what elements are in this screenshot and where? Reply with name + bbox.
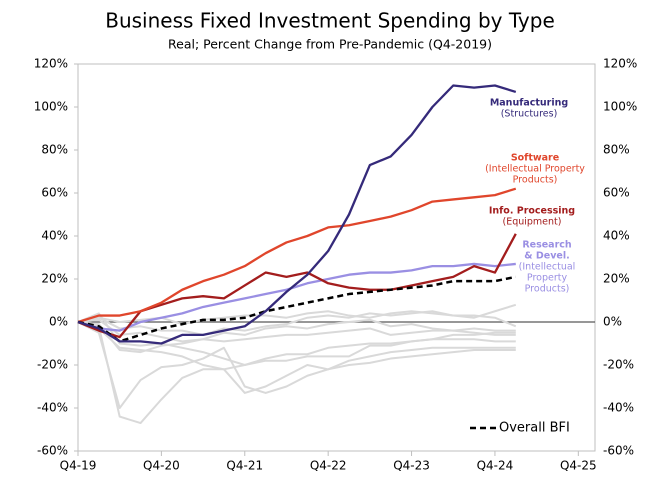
y-tick-label: 80% — [41, 143, 68, 157]
y-tick-label: -20% — [37, 358, 68, 372]
series-label: & Devel. — [524, 251, 569, 262]
series-sublabel: (Structures) — [501, 109, 558, 120]
series-line — [77, 303, 517, 336]
x-tick-label: Q4-25 — [560, 459, 597, 473]
chart-title: Business Fixed Investment Spending by Ty… — [105, 9, 555, 33]
series-line — [77, 84, 517, 345]
y2-tick-label: 60% — [603, 186, 630, 200]
y-tick-label: -40% — [37, 401, 68, 415]
series-line — [77, 318, 516, 343]
x-tick-label: Q4-19 — [60, 459, 97, 473]
x-tick-label: Q4-20 — [143, 459, 180, 473]
y2-tick-label: 40% — [603, 229, 630, 243]
y-tick-label: 40% — [41, 229, 68, 243]
series-line — [77, 321, 516, 354]
x-tick-label: Q4-23 — [393, 459, 430, 473]
series-line — [77, 321, 516, 425]
series-sublabel: (Intellectual — [519, 262, 576, 273]
y2-tick-label: 0% — [603, 315, 622, 329]
plot-frame — [77, 63, 596, 452]
series-sublabel: Property — [527, 273, 568, 284]
y-tick-label: -60% — [37, 444, 68, 458]
series-label: Info. Processing — [489, 206, 575, 217]
series-line — [77, 187, 517, 324]
legend-label: Overall BFI — [499, 421, 570, 436]
series-line — [77, 321, 516, 409]
series-line — [77, 310, 517, 328]
y2-tick-label: -40% — [603, 401, 634, 415]
y-tick-label: 0% — [49, 315, 68, 329]
series-line — [77, 312, 516, 366]
series-sublabel: Products) — [525, 284, 570, 295]
x-tick-label: Q4-22 — [310, 459, 347, 473]
y-tick-label: 120% — [34, 57, 68, 71]
y-tick-label: 60% — [41, 186, 68, 200]
y2-tick-label: 20% — [603, 272, 630, 286]
y-tick-label: 100% — [34, 100, 68, 114]
series-label: Research — [522, 240, 572, 251]
series-label: Software — [511, 153, 559, 164]
y2-tick-label: 120% — [603, 57, 637, 71]
series-sublabel: (Intellectual Property — [485, 164, 585, 175]
y-tick-label: 20% — [41, 272, 68, 286]
x-tick-label: Q4-21 — [226, 459, 263, 473]
y2-tick-label: 100% — [603, 100, 637, 114]
chart-subtitle: Real; Percent Change from Pre-Pandemic (… — [168, 37, 492, 52]
series-label: Manufacturing — [490, 98, 568, 109]
series-line — [77, 321, 516, 394]
y2-tick-label: 80% — [603, 143, 630, 157]
x-tick-label: Q4-24 — [477, 459, 514, 473]
series-sublabel: Products) — [513, 175, 558, 186]
series-sublabel: (Equipment) — [503, 217, 562, 228]
series-line — [77, 262, 516, 332]
y2-tick-label: -20% — [603, 358, 634, 372]
y2-tick-label: -60% — [603, 444, 634, 458]
